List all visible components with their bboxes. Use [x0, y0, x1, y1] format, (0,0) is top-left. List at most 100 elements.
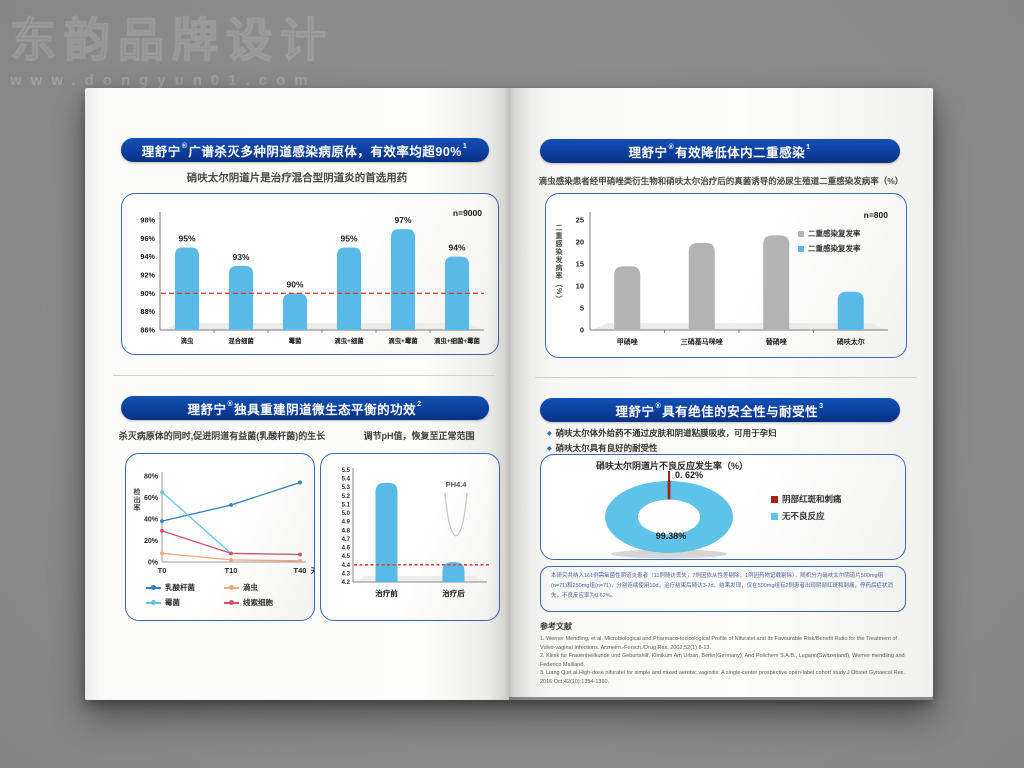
svg-text:92%: 92%: [140, 271, 155, 280]
svg-text:4.5: 4.5: [342, 554, 351, 560]
svg-text:25: 25: [576, 216, 584, 225]
legend-item-relapse-blue: 二重感染复发率: [798, 243, 861, 254]
ph-bar-chart: 5.5 5.4 5.3 5.2 5.1 5.0 4.9 4.8 4.7 4.6 4.5 4.4 4.3 4…: [342, 468, 491, 598]
chart-subtitle-efficacy: 硝呋太尔阴道片是治疗混合型阴道炎的首选用药: [186, 172, 408, 184]
references-block: 参考文献 1. Werner Mendling, et al. Microbio…: [540, 621, 908, 686]
legend-label: 无不良反应: [782, 511, 825, 521]
legend-line-marker: [224, 600, 239, 605]
donut-chart-title: 硝呋太尔阴道片不良反应发生率（%）: [595, 461, 748, 471]
reference-superscript: 1: [462, 142, 468, 150]
brand-name: 理舒宁: [615, 404, 655, 419]
svg-text:霉菌: 霉菌: [289, 336, 302, 345]
section-title-microbiota: 理舒宁 ® 独具重建阴道微生态平衡的功效 2: [121, 396, 489, 420]
efficacy-bar-chart: 86% 88% 90% 92% 94% 96% 98% 95% 滴虫 93% 混合细菌 90% 霉菌 95…: [140, 212, 484, 345]
svg-text:80%: 80%: [144, 474, 159, 481]
svg-text:10: 10: [576, 282, 584, 291]
svg-text:4.8: 4.8: [342, 528, 351, 534]
svg-text:86%: 86%: [140, 326, 155, 335]
reference-superscript: 1: [806, 143, 811, 151]
svg-text:混合细菌: 混合细菌: [228, 336, 254, 345]
legend-label: 霉菌: [165, 598, 180, 607]
svg-text:滴虫+细菌+霉菌: 滴虫+细菌+霉菌: [434, 336, 480, 345]
svg-text:4.6: 4.6: [342, 546, 351, 552]
bullet-text: 硝呋太尔体外给药不通过皮肤和阴道粘膜吸收，可用于孕妇: [555, 428, 777, 438]
watermark-url: www.dongyun01.com: [10, 72, 317, 89]
legend-line-marker: [146, 585, 161, 590]
legend-swatch: [771, 513, 778, 521]
caption-lactobacillus: 杀灭病原体的同时,促进阴道有益菌(乳酸杆菌)的生长: [118, 431, 326, 441]
svg-text:15: 15: [576, 260, 584, 269]
svg-text:20: 20: [576, 238, 584, 247]
chart-subtitle-superinfection: 滴虫感染患者经甲硝唑类衍生物和硝呋太尔治疗后的真菌诱导的泌尿生殖道二重感染发病率…: [538, 176, 904, 186]
svg-text:5.2: 5.2: [342, 494, 351, 500]
svg-text:4.9: 4.9: [342, 520, 351, 526]
legend-label: 阴部红斑和刺痛: [782, 494, 842, 504]
reference-superscript: 2: [417, 400, 422, 408]
svg-text:5.3: 5.3: [342, 485, 351, 491]
bullet-item: ◆ 硝呋太尔体外给药不通过皮肤和阴道粘膜吸收，可用于孕妇: [547, 427, 917, 439]
svg-text:97%: 97%: [394, 215, 411, 225]
svg-text:94%: 94%: [140, 252, 155, 261]
svg-text:93%: 93%: [232, 252, 249, 262]
svg-text:T40: T40: [294, 566, 307, 575]
brochure-spread: 理舒宁 ® 广谱杀灭多种阴道感染病原体，有效率均超90% 1 硝呋太尔阴道片是治疗混…: [85, 88, 933, 700]
adverse-reaction-donut-box: 硝呋太尔阴道片不良反应发生率（%） 0. 62% 99.38% 阴部红斑和刺痛 …: [540, 454, 906, 560]
bar-chart-legend: 二重感染复发率 二重感染复发率: [798, 228, 861, 254]
svg-text:0%: 0%: [148, 560, 159, 567]
line-chart-legend: 乳酸杆菌 滴虫 霉菌 线索细胞: [146, 582, 302, 608]
registered-mark: ®: [668, 143, 675, 151]
svg-text:5.4: 5.4: [342, 477, 351, 483]
svg-text:滴虫: 滴虫: [181, 336, 194, 345]
svg-text:4.7: 4.7: [342, 537, 351, 543]
svg-text:三硝基马咪唑: 三硝基马咪唑: [681, 337, 723, 346]
legend-label: 线索细胞: [243, 598, 273, 607]
references-title: 参考文献: [540, 622, 572, 631]
svg-text:94%: 94%: [448, 243, 465, 253]
legend-item-fungus: 霉菌: [146, 597, 224, 608]
watermark-logo-text: 东韵品牌设计: [9, 13, 334, 66]
legend-swatch: [771, 496, 778, 504]
diamond-bullet-icon: ◆: [547, 445, 552, 452]
svg-text:甲硝唑: 甲硝唑: [617, 337, 638, 346]
svg-text:98%: 98%: [140, 216, 155, 225]
svg-text:PH4.4: PH4.4: [446, 480, 468, 489]
legend-item-trichomonas: 滴虫: [224, 582, 302, 593]
svg-text:滴虫+霉菌: 滴虫+霉菌: [388, 336, 418, 345]
svg-text:治疗前: 治疗前: [375, 588, 398, 598]
donut-slice-label-none: 99.38%: [655, 531, 687, 541]
reference-item: 1. Werner Mendling, et al. Microbiologic…: [540, 636, 897, 651]
bar-chart-y-axis-label: 二重感染发病率（%）: [555, 224, 562, 304]
legend-swatch: [798, 246, 804, 253]
legend-label: 二重感染复发率: [808, 229, 861, 238]
title-text: 独具重建阴道微生态平衡的功效: [234, 402, 417, 417]
line-chart-y-axis-label: 检出率: [133, 488, 140, 512]
adverse-reaction-donut-chart: [605, 471, 733, 559]
bullet-text: 硝呋太尔具有良好的耐受性: [555, 443, 658, 453]
svg-text:20%: 20%: [144, 538, 159, 545]
svg-text:替硝唑: 替硝唑: [766, 337, 787, 346]
legend-item-no-reaction: 无不良反应: [771, 510, 842, 522]
microbiota-line-chart: 0% 20% 40% 60% 80% T0 T10 T40 天: [144, 472, 315, 575]
svg-text:40%: 40%: [144, 517, 159, 524]
svg-text:天: 天: [311, 567, 315, 575]
caption-ph: 调节pH值，恢复至正常范围: [363, 431, 475, 441]
section-divider: [113, 375, 495, 376]
svg-text:5.5: 5.5: [342, 468, 351, 474]
svg-text:T10: T10: [225, 566, 238, 575]
section-title-safety: 理舒宁 ® 具有绝佳的安全性与耐受性 3: [540, 398, 900, 422]
svg-text:滴虫+细菌: 滴虫+细菌: [334, 336, 364, 345]
legend-label: 乳酸杆菌: [165, 583, 195, 592]
study-note-box: 本研究共纳入161例需氧菌性阴道炎患者（11例随访丢失，7例因依从性差剔除，1例…: [540, 566, 906, 612]
donut-chart-legend: 阴部红斑和刺痛 无不良反应: [771, 493, 842, 522]
legend-item-relapse-gray: 二重感染复发率: [798, 228, 861, 239]
designer-watermark: 东韵品牌设计 www.dongyun01.com: [9, 4, 334, 89]
legend-swatch: [798, 231, 804, 238]
section-title-superinfection: 理舒宁 ® 有效降低体内二重感染 1: [540, 139, 900, 163]
superinfection-bar-chart-box: 二重感染发病率（%） 0 5 10 15 20 25 甲硝唑 三硝基马咪唑 替硝唑 硝呋太尔 n=…: [545, 193, 907, 358]
svg-text:95%: 95%: [340, 234, 357, 244]
reference-item: 3. Liang Q,et al.High-dose nifuratel for…: [540, 670, 905, 685]
title-text: 广谱杀灭多种阴道感染病原体，有效率均超90%: [188, 144, 462, 159]
svg-text:4.3: 4.3: [342, 571, 351, 577]
svg-text:88%: 88%: [140, 307, 155, 316]
reference-item: 2. Klinik fur Frauenheilkunde und Geburt…: [540, 653, 905, 668]
